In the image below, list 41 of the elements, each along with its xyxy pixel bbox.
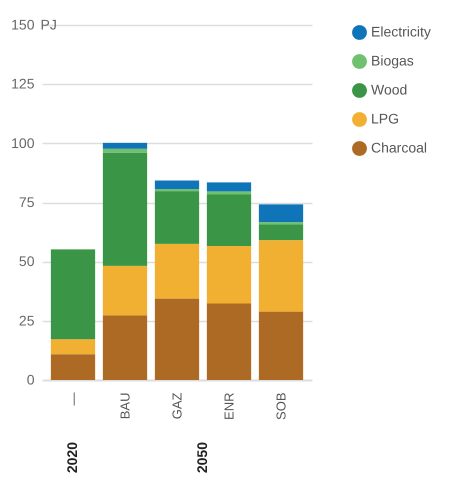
bar [258, 224, 304, 240]
y-tick-label: 25 [18, 312, 35, 328]
bar [258, 240, 304, 312]
y-tick-label: 100 [11, 134, 35, 151]
bar [154, 244, 200, 299]
x-tick-label: — [66, 392, 80, 406]
bar [206, 304, 252, 380]
bar [206, 191, 252, 194]
bar [102, 152, 148, 266]
bar [102, 266, 148, 316]
bar [50, 339, 96, 354]
bar [258, 312, 304, 380]
x-tick-label: GAZ [170, 392, 184, 420]
x-tick-label: BAU [118, 392, 132, 420]
bar [258, 204, 304, 222]
bar [206, 182, 252, 192]
legend-label: LPG [371, 110, 400, 126]
y-axis-title: PJ [40, 16, 57, 32]
text: 2050 [194, 442, 210, 474]
legend-label: Wood [371, 82, 408, 98]
y-tick-label: 0 [26, 372, 35, 388]
bar [102, 148, 148, 153]
text: 2020 [64, 442, 80, 474]
bar [50, 249, 96, 340]
bar [102, 315, 148, 380]
y-tick-label: 50 [18, 253, 35, 270]
x-tick-label: SOB [274, 392, 288, 420]
bar [206, 194, 252, 246]
y-tick-label: 150 [11, 16, 35, 32]
bar [102, 142, 148, 149]
bar [154, 298, 200, 380]
legend-label: Charcoal [371, 140, 428, 156]
bar [154, 180, 200, 190]
legend-label: Electricity [371, 24, 431, 40]
bar [50, 354, 96, 380]
legend-label: Biogas [371, 52, 414, 68]
bar [206, 246, 252, 304]
y-tick-label: 125 [11, 76, 35, 92]
bar [154, 191, 200, 244]
y-tick-label: 75 [18, 194, 35, 210]
x-tick-label: ENR [222, 392, 236, 420]
